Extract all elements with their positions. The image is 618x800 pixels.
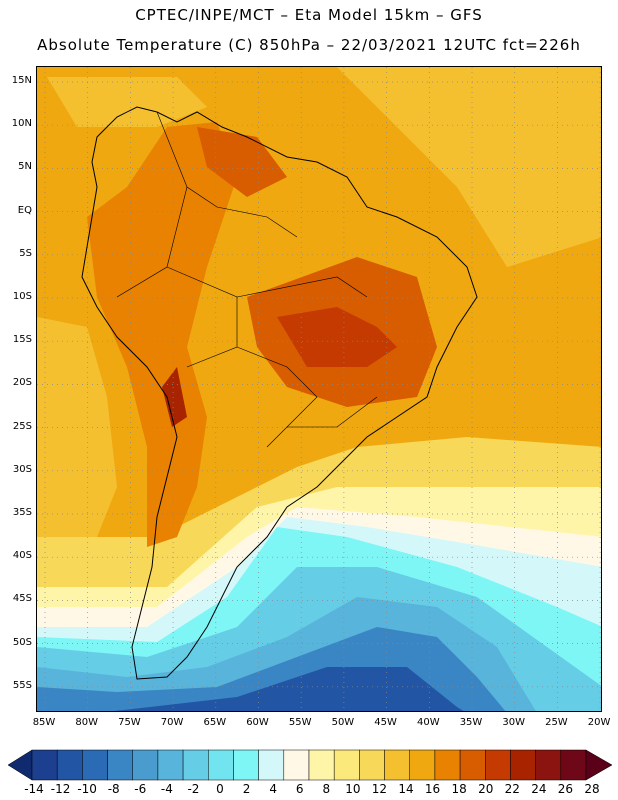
- lat-label: 5S: [19, 247, 32, 259]
- colorbar-label: 4: [269, 782, 277, 796]
- lon-label: 35W: [459, 717, 483, 728]
- lat-label: 55S: [12, 679, 32, 691]
- field-south-blue3: [114, 667, 464, 711]
- colorbar-label: -10: [77, 782, 97, 796]
- colorbar-swatch: [459, 749, 486, 781]
- colorbar-swatch: [510, 749, 536, 781]
- colorbar-label: 8: [322, 782, 331, 796]
- lat-label: 50S: [12, 636, 32, 648]
- colorbar-label: 12: [371, 782, 388, 796]
- lon-label: 50W: [331, 717, 355, 728]
- country-borders: [116, 111, 378, 448]
- lat-label: 45S: [12, 593, 32, 605]
- colorbar-swatch: [31, 749, 58, 781]
- lon-label: 80W: [75, 717, 98, 728]
- colorbar-swatch: [233, 749, 259, 781]
- lon-label: 55W: [288, 717, 312, 728]
- lon-label: 25W: [545, 717, 568, 728]
- chart-title-line1: CPTEC/INPE/MCT – Eta Model 15km – GFS: [135, 6, 483, 24]
- lat-label: 20S: [12, 377, 32, 389]
- lat-label: 35S: [12, 507, 32, 518]
- colorbar-swatch: [359, 749, 385, 781]
- lon-label: 30W: [502, 717, 525, 728]
- colorbar-label: 20: [478, 782, 494, 796]
- colorbar-label: -8: [107, 782, 120, 796]
- colorbar: [7, 749, 613, 781]
- field-caribbean: [47, 77, 207, 127]
- colorbar-swatch: [182, 749, 209, 781]
- colorbar-swatch: [434, 749, 461, 781]
- colorbar-label: 26: [557, 782, 574, 796]
- lat-label: 10S: [12, 291, 32, 302]
- field-pacific-west: [37, 317, 117, 537]
- lon-label: 40W: [416, 717, 440, 728]
- lon-label: 75W: [118, 717, 141, 728]
- lat-label: 15S: [12, 334, 32, 346]
- lat-label: 15N: [11, 75, 32, 86]
- colorbar-label: -14: [24, 782, 44, 796]
- colorbar-swatch: [56, 749, 83, 781]
- field-chaco-hot: [162, 367, 187, 427]
- lon-label: 60W: [246, 717, 269, 728]
- colorbar-label: -2: [187, 782, 200, 796]
- colorbar-swatch: [208, 749, 234, 781]
- colorbar-swatch: [409, 749, 436, 781]
- colorbar-label: 18: [451, 782, 467, 796]
- lat-label: 10N: [11, 118, 32, 130]
- colorbar-swatch: [82, 749, 108, 781]
- chart-title-line2: Absolute Temperature (C) 850hPa – 22/03/…: [37, 36, 581, 54]
- lon-label: 65W: [203, 717, 227, 728]
- colorbar-label: 14: [398, 782, 414, 796]
- colorbar-swatch: [384, 749, 410, 781]
- field-central-hot: [277, 307, 397, 367]
- colorbar-swatch: [107, 749, 133, 781]
- colorbar-swatch: [258, 749, 285, 781]
- colorbar-label: 22: [504, 782, 520, 796]
- colorbar-swatch: [157, 749, 184, 781]
- lon-label: 45W: [374, 717, 397, 728]
- colorbar-label: 24: [531, 782, 547, 796]
- colorbar-label: 0: [216, 782, 224, 796]
- lat-label: 25S: [12, 420, 32, 432]
- temperature-map: [36, 66, 602, 712]
- map-canvas: [37, 67, 601, 711]
- lon-label: 85W: [32, 717, 56, 728]
- colorbar-swatch: [283, 749, 310, 781]
- colorbar-swatch: [333, 749, 360, 781]
- colorbar-swatch: [308, 749, 335, 781]
- lat-label: 5N: [18, 161, 32, 173]
- lon-label: 20W: [587, 717, 611, 728]
- field-north-warm: [197, 127, 287, 197]
- colorbar-label: 6: [295, 782, 304, 796]
- south-america-outline: [81, 106, 478, 680]
- colorbar-min-arrow: [7, 749, 33, 781]
- lat-label: 30S: [12, 463, 32, 475]
- colorbar-label: 16: [424, 782, 441, 796]
- lon-label: 70W: [160, 717, 184, 728]
- colorbar-swatch: [485, 749, 511, 781]
- lat-label: 40S: [12, 550, 32, 562]
- colorbar-label: 28: [584, 782, 600, 796]
- colorbar-label: -12: [50, 782, 71, 796]
- field-andes-warm: [87, 122, 237, 547]
- colorbar-label: 10: [345, 782, 361, 796]
- lat-label: EQ: [17, 204, 32, 216]
- colorbar-label: 2: [242, 782, 251, 796]
- colorbar-swatch: [535, 749, 562, 781]
- field-north-atlantic: [337, 67, 601, 267]
- colorbar-max-arrow: [585, 749, 613, 781]
- colorbar-label: -4: [160, 782, 173, 796]
- colorbar-swatch: [132, 749, 159, 781]
- colorbar-label: -6: [134, 782, 147, 796]
- colorbar-swatch: [560, 749, 587, 781]
